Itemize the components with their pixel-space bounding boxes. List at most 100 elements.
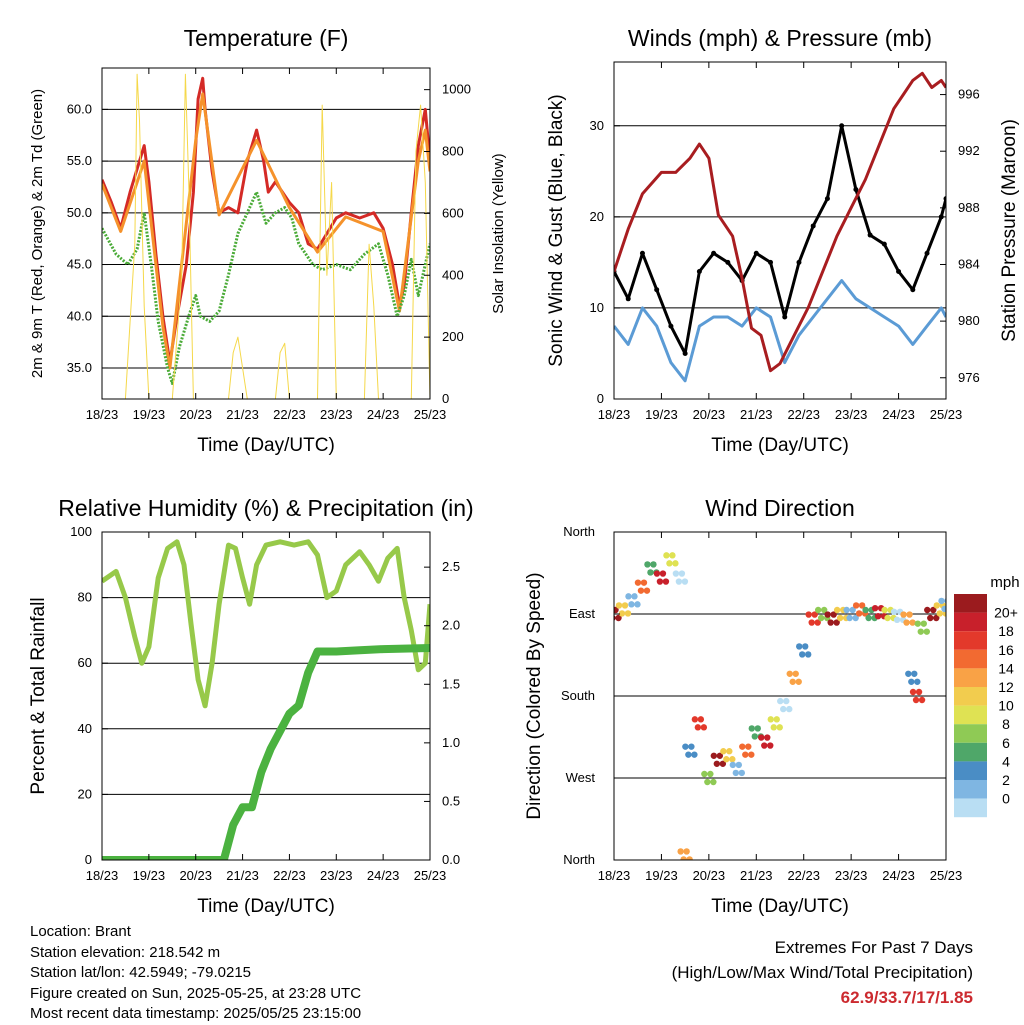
x-tick-label: 20/23 [693,407,726,422]
x-tick-label: 24/23 [367,407,400,422]
direction-point [808,619,815,626]
direction-point [735,761,743,769]
direction-point [650,561,657,568]
x-tick-label: 21/23 [740,407,773,422]
direction-point [908,678,915,685]
direction-point [874,612,882,620]
legend-swatch [954,798,987,818]
direction-point [927,614,934,622]
legend-swatch [954,705,987,725]
y2-tick-label: 1.0 [442,735,460,750]
wind-direction-panel: 18/23 19/23 20/23 21/23 22/23 23/23 24/23 25/23… [524,495,1020,917]
direction-point [732,769,740,777]
direction-point [858,602,866,609]
direction-point [700,724,708,731]
direction-point [697,716,705,723]
x-tick-label: 22/23 [273,407,306,422]
direction-point [893,616,901,624]
direction-point [618,610,626,617]
direction-point [924,606,931,614]
direction-point [862,606,869,614]
legend-swatch [954,687,987,706]
x-tick-label: 19/23 [645,407,678,422]
direction-point [615,602,623,609]
gust-point [867,232,873,238]
direction-point [644,561,651,568]
series-line [614,279,946,383]
y2-tick-label: 1000 [442,82,471,97]
direction-point [903,619,910,626]
plot-frame [613,61,947,400]
extremes-values: 62.9/33.7/17/1.85 [840,988,973,1007]
direction-point [773,716,780,723]
y2-tick-label: 400 [442,267,464,282]
y2-tick-label: 984 [958,256,980,271]
direction-point [817,614,825,622]
direction-point [802,643,809,650]
x-tick-label: 25/23 [930,868,963,883]
direction-point [786,670,793,677]
y2-tick-label: 988 [958,200,980,215]
direction-point [947,606,953,612]
legend-swatch [954,761,987,780]
direction-point [615,614,622,622]
direction-point [640,579,648,586]
direction-point [748,751,755,758]
extremes-box: Extremes For Past 7 Days (High/Low/Max W… [672,935,973,1010]
direction-point [666,560,673,567]
y-tick-label: 0 [597,391,604,406]
y-tick-label: 30 [590,118,604,133]
y-tick-label: 60 [78,655,92,670]
gust-point [682,350,688,356]
series-group [102,73,430,399]
legend-label: 6 [1002,735,1010,751]
direction-point [776,724,783,731]
x-tick-label: 23/23 [835,868,868,883]
x-tick-label: 19/23 [645,868,678,883]
direction-point [694,724,702,731]
direction-point [890,608,898,616]
y-tick-label: 40 [78,721,92,736]
direction-point [843,606,850,614]
direction-point [833,619,840,626]
station-info: Location: Brant Station elevation: 218.5… [30,922,361,1025]
x-tick-label: 25/23 [414,868,447,883]
direction-point [792,670,799,677]
y2-axis-label: Station Pressure (Maroon) [999,119,1020,342]
x-tick-label: 24/23 [367,868,400,883]
direction-point [777,697,784,705]
direction-point [805,611,812,618]
direction-point [754,725,761,732]
direction-point [799,651,806,658]
x-tick-label: 18/23 [86,868,119,883]
y-tick-label: 60.0 [67,101,92,116]
direction-point [675,578,683,585]
direction-point [647,569,654,576]
direction-point [936,610,943,617]
direction-point [767,716,774,723]
y2-tick-label: 200 [442,329,464,344]
direction-point [701,770,708,778]
direction-point [691,751,698,758]
direction-point [944,598,946,604]
gust-point [725,259,731,265]
panel-title: Wind Direction [705,495,855,521]
y2-tick-label: 0.0 [442,852,460,867]
gust-point [796,259,802,265]
direction-point [795,678,802,685]
created-text: Figure created on Sun, 2025-05-25, at 23… [30,984,362,1002]
direction-point [634,601,641,608]
x-tick-label: 22/23 [787,868,820,883]
series-line [124,73,430,399]
x-tick-label: 20/23 [179,868,212,883]
y2-tick-label: 1.5 [442,676,460,691]
direction-point [906,611,913,618]
panel-title: Winds (mph) & Pressure (mb) [628,25,932,51]
direction-point [713,760,721,767]
y2-tick-label: 600 [442,205,464,220]
y-axis-label: Direction (Colored By Speed) [524,572,545,819]
direction-point [745,743,752,750]
gust-point [625,296,631,302]
direction-point [653,570,661,577]
series-group [102,539,430,860]
